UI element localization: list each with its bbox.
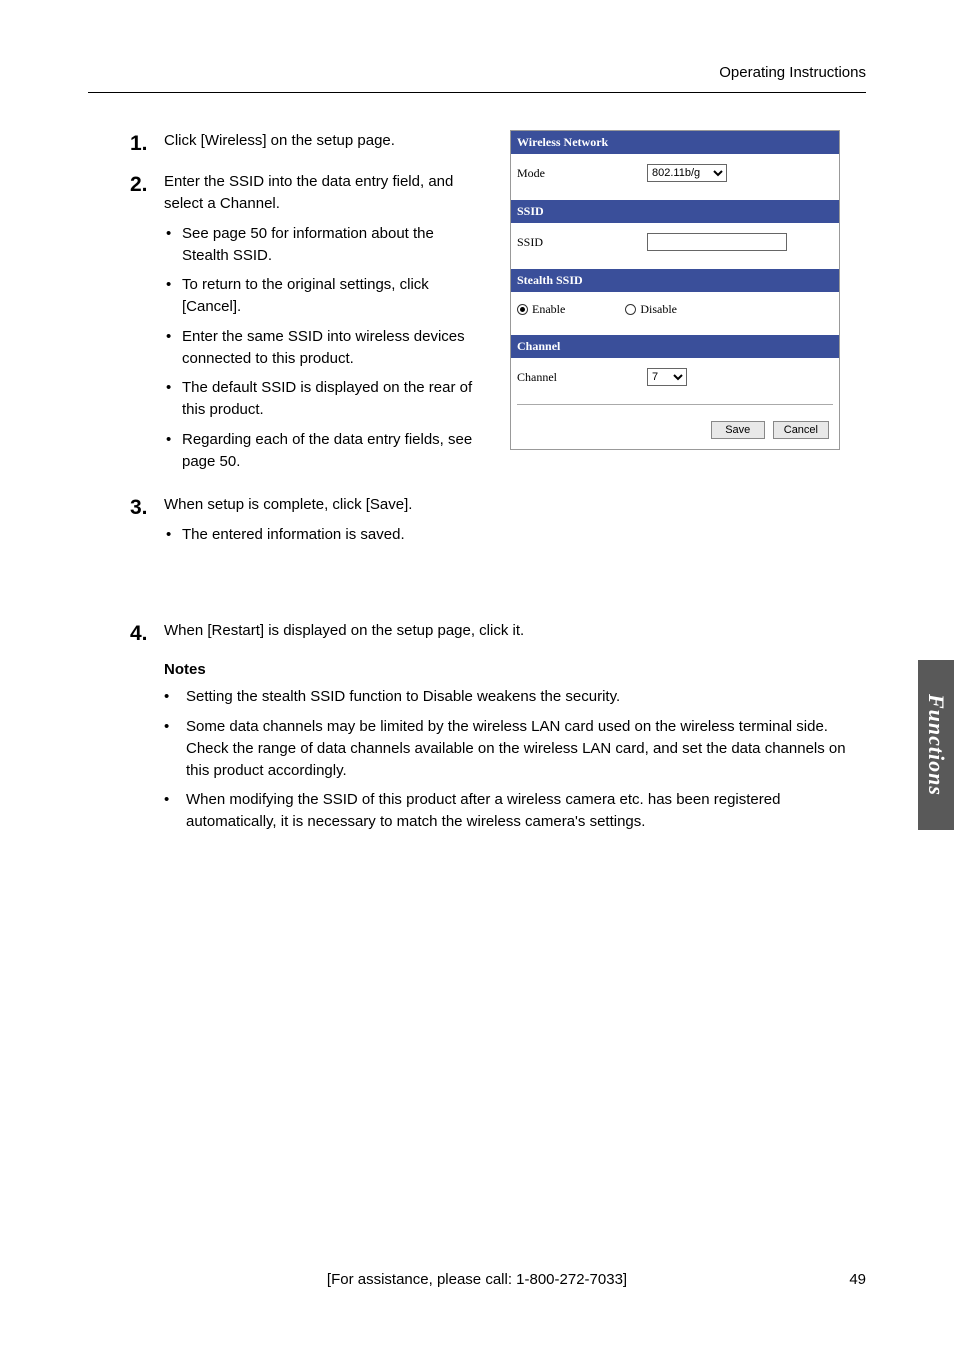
- radio-icon: [625, 304, 636, 315]
- bullet-text: Enter the same SSID into wireless device…: [182, 326, 484, 370]
- bullet-dot: •: [164, 686, 186, 708]
- ssid-label: SSID: [517, 235, 647, 250]
- bullet-item: •See page 50 for information about the S…: [164, 223, 484, 267]
- ssid-row: SSID: [511, 223, 839, 269]
- mode-label: Mode: [517, 166, 647, 181]
- channel-select[interactable]: 7: [647, 368, 687, 386]
- step-text: Enter the SSID into the data entry field…: [164, 173, 453, 212]
- channel-label: Channel: [517, 370, 647, 385]
- bullet-dot: •: [164, 223, 182, 267]
- step-body: Click [Wireless] on the setup page.: [164, 130, 395, 157]
- page: Operating Instructions 1. Click [Wireles…: [0, 0, 954, 1348]
- step-body: When [Restart] is displayed on the setup…: [164, 620, 524, 647]
- bullet-text: The entered information is saved.: [182, 524, 412, 546]
- channel-field: 7: [647, 368, 833, 386]
- save-button[interactable]: Save: [711, 421, 765, 439]
- note-item: •Setting the stealth SSID function to Di…: [164, 686, 866, 708]
- side-tab: Functions: [918, 660, 954, 830]
- step-2: 2. Enter the SSID into the data entry fi…: [130, 171, 484, 480]
- stealth-radio-group: Enable Disable: [517, 302, 677, 317]
- bullet-dot: •: [164, 524, 182, 546]
- bullet-item: •To return to the original settings, cli…: [164, 274, 484, 318]
- channel-row: Channel 7: [511, 358, 839, 404]
- bullet-text: Regarding each of the data entry fields,…: [182, 429, 484, 473]
- step-number: 3.: [130, 494, 164, 554]
- bullet-dot: •: [164, 326, 182, 370]
- step-text: When setup is complete, click [Save].: [164, 496, 412, 513]
- bullet-item: •Regarding each of the data entry fields…: [164, 429, 484, 473]
- stealth-enable-label: Enable: [532, 302, 565, 317]
- section-header-wireless-network: Wireless Network: [511, 131, 839, 154]
- step-text: Click [Wireless] on the setup page.: [164, 132, 395, 149]
- section-header-ssid: SSID: [511, 200, 839, 223]
- note-text: When modifying the SSID of this product …: [186, 789, 866, 833]
- note-item: •Some data channels may be limited by th…: [164, 716, 866, 781]
- bullet-text: To return to the original settings, clic…: [182, 274, 484, 318]
- step-body: Enter the SSID into the data entry field…: [164, 171, 484, 480]
- content-row: 1. Click [Wireless] on the setup page. 2…: [130, 130, 866, 568]
- cancel-button[interactable]: Cancel: [773, 421, 829, 439]
- side-tab-label: Functions: [923, 694, 949, 796]
- step-4: 4. When [Restart] is displayed on the se…: [130, 620, 866, 647]
- notes-heading: Notes: [164, 661, 866, 678]
- bullet-dot: •: [164, 789, 186, 833]
- step-text: When [Restart] is displayed on the setup…: [164, 622, 524, 639]
- footer-center: [For assistance, please call: 1-800-272-…: [88, 1271, 866, 1288]
- ssid-input[interactable]: [647, 233, 787, 251]
- stealth-enable-radio[interactable]: Enable: [517, 302, 565, 317]
- note-text: Some data channels may be limited by the…: [186, 716, 866, 781]
- bullet-item: •The default SSID is displayed on the re…: [164, 377, 484, 421]
- bullet-dot: •: [164, 716, 186, 781]
- mode-select[interactable]: 802.11b/g: [647, 164, 727, 182]
- step-number: 1.: [130, 130, 164, 157]
- step-number: 2.: [130, 171, 164, 480]
- note-item: •When modifying the SSID of this product…: [164, 789, 866, 833]
- notes-list: •Setting the stealth SSID function to Di…: [164, 686, 866, 833]
- mode-field: 802.11b/g: [647, 164, 833, 182]
- stealth-row: Enable Disable: [511, 292, 839, 335]
- bullet-dot: •: [164, 377, 182, 421]
- radio-dot-icon: [520, 307, 525, 312]
- step-3: 3. When setup is complete, click [Save].…: [130, 494, 484, 554]
- wireless-settings-panel: Wireless Network Mode 802.11b/g SSID SSI…: [510, 130, 840, 450]
- ssid-field: [647, 233, 833, 251]
- steps-list: 1. Click [Wireless] on the setup page. 2…: [130, 130, 484, 554]
- step-1: 1. Click [Wireless] on the setup page.: [130, 130, 484, 157]
- header-rule: [88, 92, 866, 93]
- step-body: When setup is complete, click [Save]. •T…: [164, 494, 412, 554]
- left-column: 1. Click [Wireless] on the setup page. 2…: [130, 130, 500, 568]
- mode-row: Mode 802.11b/g: [511, 154, 839, 200]
- right-column: Wireless Network Mode 802.11b/g SSID SSI…: [510, 130, 840, 568]
- bullet-dot: •: [164, 429, 182, 473]
- section-header-stealth-ssid: Stealth SSID: [511, 269, 839, 292]
- step-2-bullets: •See page 50 for information about the S…: [164, 223, 484, 473]
- bullet-text: See page 50 for information about the St…: [182, 223, 484, 267]
- section-header-channel: Channel: [511, 335, 839, 358]
- bullet-item: •Enter the same SSID into wireless devic…: [164, 326, 484, 370]
- header-right: Operating Instructions: [719, 64, 866, 81]
- footer: [For assistance, please call: 1-800-272-…: [88, 1271, 866, 1288]
- panel-button-row: Save Cancel: [511, 405, 839, 449]
- radio-icon: [517, 304, 528, 315]
- step-3-bullets: •The entered information is saved.: [164, 524, 412, 546]
- step-4-block: 4. When [Restart] is displayed on the se…: [130, 620, 866, 841]
- bullet-dot: •: [164, 274, 182, 318]
- note-text: Setting the stealth SSID function to Dis…: [186, 686, 620, 708]
- stealth-disable-radio[interactable]: Disable: [625, 302, 677, 317]
- bullet-item: •The entered information is saved.: [164, 524, 412, 546]
- bullet-text: The default SSID is displayed on the rea…: [182, 377, 484, 421]
- stealth-disable-label: Disable: [640, 302, 677, 317]
- step-number: 4.: [130, 620, 164, 647]
